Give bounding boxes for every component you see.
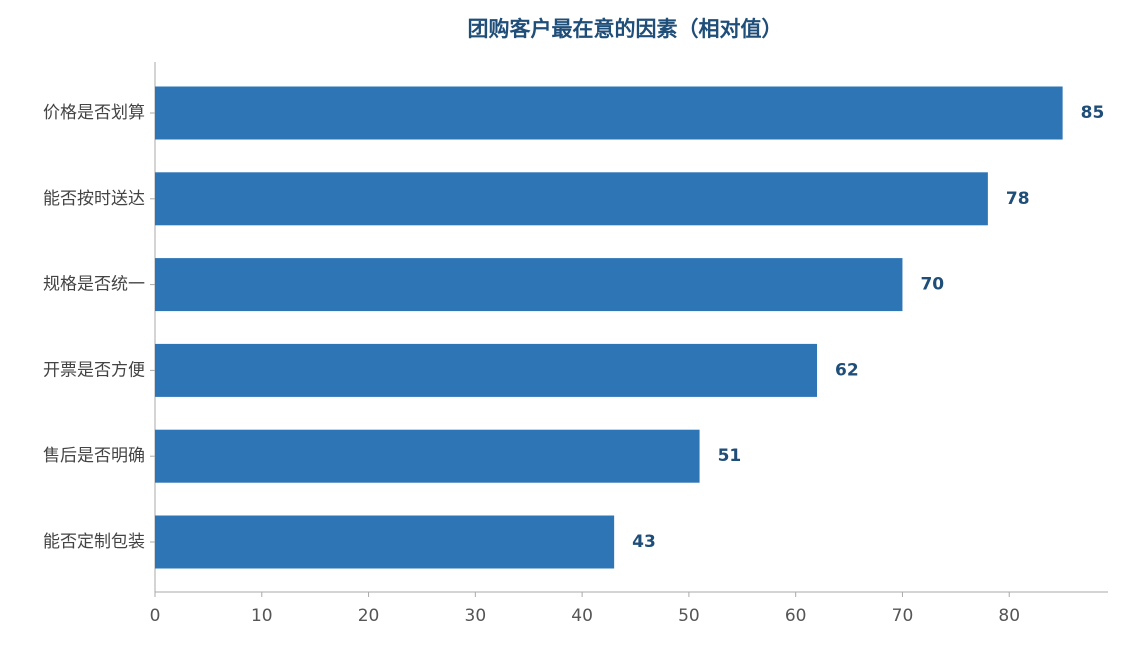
x-tick-label: 60 xyxy=(785,606,807,626)
value-label: 43 xyxy=(632,532,656,552)
x-tick-label: 50 xyxy=(678,606,700,626)
bar xyxy=(155,172,988,226)
value-label: 51 xyxy=(718,446,742,466)
x-tick-label: 30 xyxy=(465,606,487,626)
y-tick-label: 能否定制包装 xyxy=(43,532,145,552)
bar xyxy=(155,86,1063,140)
bar xyxy=(155,343,818,397)
value-label: 70 xyxy=(920,275,944,295)
value-label: 78 xyxy=(1006,189,1030,209)
y-tick-label: 开票是否方便 xyxy=(43,360,145,380)
bar xyxy=(155,515,615,569)
x-tick-label: 10 xyxy=(251,606,273,626)
bar xyxy=(155,258,903,312)
y-tick-label: 价格是否划算 xyxy=(43,103,145,123)
y-tick-label: 规格是否统一 xyxy=(43,275,145,295)
value-label: 85 xyxy=(1081,103,1105,123)
chart-title: 团购客户最在意的因素（相对值） xyxy=(468,17,783,41)
y-tick-label: 售后是否明确 xyxy=(43,446,145,466)
value-label: 62 xyxy=(835,360,859,380)
x-tick-label: 0 xyxy=(150,606,161,626)
x-tick-label: 70 xyxy=(892,606,914,626)
x-tick-label: 40 xyxy=(571,606,593,626)
bar xyxy=(155,429,700,483)
x-tick-label: 20 xyxy=(358,606,380,626)
y-tick-label: 能否按时送达 xyxy=(43,189,145,209)
x-tick-label: 80 xyxy=(998,606,1020,626)
